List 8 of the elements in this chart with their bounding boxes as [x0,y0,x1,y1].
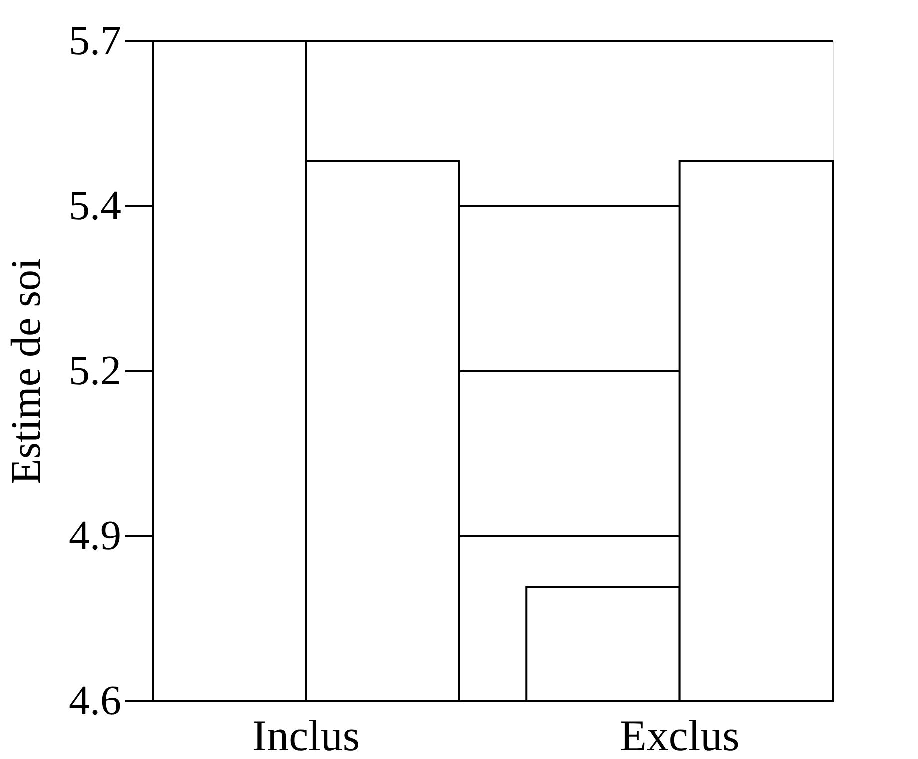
y-tick-label: 4.9 [69,514,122,560]
y-axis-title: Estime de soi [4,258,50,485]
x-tick-label: Exclus [620,712,740,759]
x-tick-label: Inclus [252,712,360,759]
y-tick-label: 5.2 [69,348,122,394]
y-tick-label: 5.4 [69,184,122,230]
y-tick-label: 5.7 [69,18,122,64]
y-tick-label: 4.6 [69,678,122,724]
